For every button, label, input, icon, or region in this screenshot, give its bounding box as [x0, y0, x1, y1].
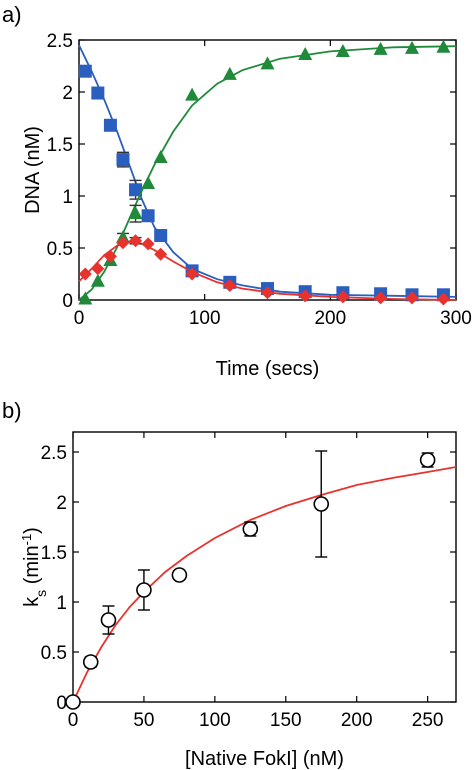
- y-tick-label: 1.5: [47, 135, 73, 156]
- data-point: [405, 291, 419, 305]
- x-tick-label: 200: [314, 308, 346, 329]
- data-point: [419, 452, 436, 468]
- data-point: [154, 247, 168, 261]
- fit-line: [72, 466, 457, 703]
- x-tick-label: 300: [440, 308, 472, 329]
- data-point: [223, 278, 237, 292]
- y-axis-label-part: s: [33, 590, 49, 597]
- data-point: [141, 237, 155, 251]
- x-axis-label: Time (secs): [216, 358, 320, 380]
- data-point: [91, 262, 105, 276]
- data-point: [116, 153, 130, 167]
- panel-a: a) 0 100 200 300 0 0.5 1 1.5 2 2.5 Time (secs) DNA (…: [2, 2, 472, 380]
- y-axis-label: ks (min-1): [19, 527, 50, 607]
- data-point: [65, 694, 81, 710]
- y-tick-label: 0.5: [41, 643, 67, 664]
- data-point: [185, 267, 199, 281]
- data-point: [153, 150, 168, 164]
- y-tick-label: 1: [62, 187, 73, 208]
- data-point: [374, 291, 388, 305]
- data-point: [116, 236, 130, 250]
- data-point: [222, 66, 237, 80]
- data-point: [136, 582, 152, 598]
- data-point: [103, 118, 117, 132]
- data-point: [78, 267, 92, 281]
- y-axis-label: DNA (nM): [22, 126, 44, 214]
- y-axis-label-part: (min: [21, 545, 43, 589]
- data-point: [335, 43, 350, 57]
- y-axis-label-part: -1: [19, 534, 34, 546]
- y-tick-label: 2: [56, 493, 67, 514]
- x-tick-label: 200: [341, 710, 373, 731]
- series-triangle: [78, 39, 457, 305]
- data-point: [313, 496, 330, 512]
- y-tick-label: 0: [62, 291, 73, 312]
- data-point: [171, 567, 188, 583]
- data-point: [100, 612, 117, 628]
- y-tick-label: 2.5: [47, 31, 73, 52]
- x-tick-label: 150: [270, 710, 302, 731]
- data-point: [298, 289, 312, 303]
- x-tick-label: 0: [74, 308, 85, 329]
- axes: 0 100 200 300 0 0.5 1 1.5 2 2.5: [47, 31, 472, 329]
- x-axis-label: [Native FokI] (nM): [185, 748, 344, 770]
- y-tick-label: 0.5: [47, 239, 73, 260]
- data-point: [78, 64, 92, 78]
- fit-line: [78, 44, 457, 298]
- data-point: [261, 286, 274, 300]
- panel-label: b): [2, 398, 22, 423]
- series-open-circle: [65, 450, 457, 710]
- data-point: [373, 41, 388, 55]
- data-point: [90, 273, 105, 287]
- x-tick-label: 250: [412, 710, 444, 731]
- plot-frame: [78, 39, 457, 301]
- y-tick-label: 2: [62, 83, 73, 104]
- data-point: [242, 521, 259, 537]
- data-point: [129, 234, 143, 248]
- data-point: [154, 229, 168, 243]
- x-tick-label: 0: [68, 710, 79, 731]
- y-tick-label: 1: [56, 593, 67, 614]
- data-point: [141, 176, 156, 190]
- data-point: [298, 47, 313, 61]
- panel-b: b) 0 50 100 150 200 250 0 0.5 1 1.5 2 2.5 [Native Fok…: [2, 398, 457, 770]
- y-tick-label: 2.5: [41, 443, 67, 464]
- data-point: [103, 249, 117, 263]
- y-tick-label: 1.5: [41, 543, 67, 564]
- data-point: [82, 654, 99, 670]
- data-point: [141, 209, 155, 223]
- series-square: [78, 44, 457, 302]
- data-point: [128, 206, 143, 220]
- data-point: [405, 40, 420, 54]
- plot-frame: [72, 431, 457, 703]
- data-point: [436, 292, 450, 306]
- data-point: [436, 39, 451, 53]
- x-tick-label: 50: [133, 710, 154, 731]
- data-point: [129, 183, 143, 197]
- y-tick-label: 0: [56, 693, 67, 714]
- y-axis-label-part: k: [21, 596, 43, 607]
- data-point: [260, 56, 275, 70]
- x-tick-label: 100: [189, 308, 221, 329]
- fit-line: [78, 45, 457, 301]
- axes: 0 50 100 150 200 250 0 0.5 1 1.5 2 2.5: [41, 431, 457, 731]
- series-diamond: [78, 234, 457, 306]
- data-point: [78, 291, 93, 305]
- data-point: [91, 86, 105, 100]
- panel-label: a): [2, 2, 22, 27]
- x-tick-label: 100: [199, 710, 231, 731]
- data-point: [336, 290, 350, 304]
- data-point: [185, 87, 200, 101]
- y-axis-label-part: ): [21, 527, 43, 534]
